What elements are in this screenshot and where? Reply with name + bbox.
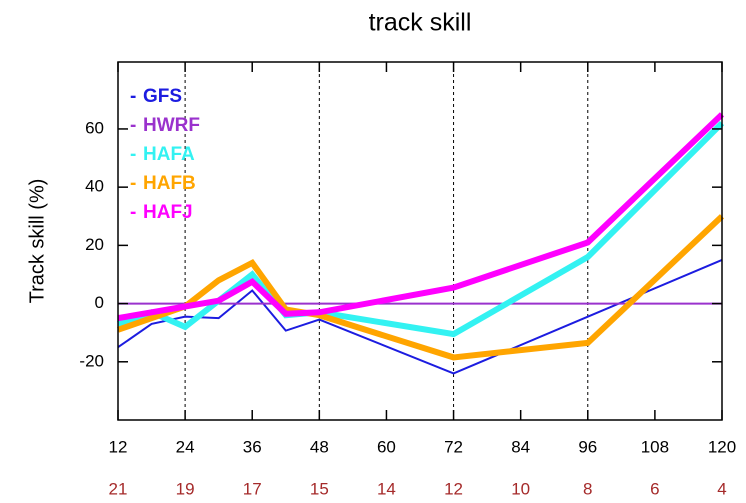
x-tick-label: 48 [310, 437, 329, 456]
case-count: 15 [310, 479, 329, 498]
y-tick-label: 40 [85, 177, 104, 196]
x-tick-label: 108 [641, 437, 669, 456]
case-count: 4 [717, 479, 726, 498]
x-tick-label: 96 [578, 437, 597, 456]
x-tick-label: 36 [243, 437, 262, 456]
chart-title: track skill [369, 9, 472, 37]
x-tick-label: 60 [377, 437, 396, 456]
legend-dash: - [130, 173, 136, 194]
series-line [117, 214, 725, 361]
series-line [117, 258, 723, 375]
legend-dash: - [130, 86, 136, 107]
plot-frame [117, 61, 723, 421]
case-count: 12 [444, 479, 463, 498]
x-tick-label: 24 [176, 437, 195, 456]
legend-dash: - [130, 115, 136, 136]
legend-entry: HWRF [143, 115, 200, 136]
x-tick-label: 84 [511, 437, 530, 456]
case-count: 6 [650, 479, 659, 498]
y-tick-label: 60 [85, 118, 104, 137]
case-count: 17 [243, 479, 262, 498]
y-tick-label: 0 [95, 293, 104, 312]
y-tick-label: -20 [79, 351, 104, 370]
y-tick-label: 20 [85, 235, 104, 254]
series-line [117, 112, 725, 322]
legend-entry: HAFJ [143, 202, 193, 223]
legend-dash: - [130, 202, 136, 223]
case-count: 14 [377, 479, 396, 498]
x-tick-label: 120 [708, 437, 736, 456]
legend-entry: HAFB [143, 173, 196, 194]
legend-entry: GFS [143, 86, 182, 107]
x-tick-label: 12 [109, 437, 128, 456]
case-count: 21 [109, 479, 128, 498]
case-count: 19 [176, 479, 195, 498]
case-count: 10 [511, 479, 530, 498]
case-count: 8 [583, 479, 592, 498]
legend-entry: HAFA [143, 144, 195, 165]
legend-dash: - [130, 144, 136, 165]
y-axis-label: Track skill (%) [26, 179, 48, 304]
x-tick-label: 72 [444, 437, 463, 456]
